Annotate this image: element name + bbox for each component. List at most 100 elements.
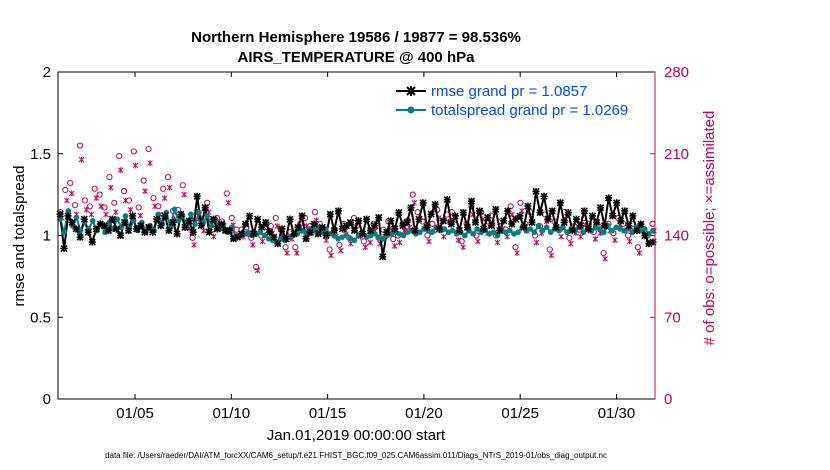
totalspread-point: [531, 229, 538, 236]
obs-assimilated-marker: [568, 240, 574, 247]
rmse-point: [346, 218, 355, 226]
rmse-point: [407, 204, 415, 212]
rmse-point: [185, 217, 193, 225]
obs-assimilated-marker: [98, 203, 104, 210]
rmse-point: [455, 227, 463, 235]
rmse-point: [88, 238, 96, 246]
y-right-tick-label: 210: [664, 146, 689, 163]
rmse-point: [290, 230, 298, 238]
rmse-point: [254, 215, 262, 223]
obs-assimilated-marker: [78, 156, 85, 163]
totalspread-point: [596, 226, 603, 232]
totalspread-point: [73, 214, 80, 221]
obs-assimilated-marker: [328, 252, 334, 259]
obs-possible-marker: [140, 177, 147, 184]
totalspread-point: [400, 232, 407, 239]
rmse-point: [298, 212, 306, 220]
rmse-point: [213, 225, 221, 233]
rmse-point: [161, 212, 169, 220]
rmse-point: [197, 222, 205, 230]
rmse-point: [137, 222, 145, 230]
totalspread-point: [192, 221, 198, 227]
obs-assimilated-marker: [166, 184, 173, 191]
obs-possible-marker: [150, 195, 157, 202]
rmse-point: [326, 210, 334, 218]
rmse-line: [59, 191, 654, 257]
x-tick-label: 01/05: [116, 405, 154, 422]
rmse-point: [399, 222, 407, 230]
obs-possible-marker: [409, 191, 416, 198]
obs-possible-marker: [272, 214, 279, 222]
obs-possible-marker: [360, 238, 367, 245]
rmse-point: [334, 207, 342, 215]
rmse-point: [520, 223, 528, 231]
rmse-point: [584, 225, 593, 233]
rmse-point: [125, 227, 133, 235]
obs-assimilated-marker: [577, 233, 584, 240]
rmse-point: [116, 231, 125, 240]
totalspread-point: [494, 232, 501, 239]
obs-possible-marker: [566, 234, 573, 241]
obs-possible-marker: [130, 148, 137, 155]
totalspread-point: [462, 232, 468, 239]
rmse-point: [447, 220, 455, 228]
totalspread-point: [122, 213, 129, 219]
rmse-point: [419, 199, 427, 207]
obs-assimilated-marker: [181, 191, 188, 198]
rmse-point: [177, 210, 185, 218]
rmse-point: [149, 228, 157, 236]
obs-assimilated-marker: [592, 236, 599, 242]
obs-assimilated-marker: [250, 241, 256, 248]
obs-assimilated-marker: [602, 255, 608, 262]
rmse-point: [528, 218, 536, 226]
totalspread-point: [441, 226, 448, 232]
obs-possible-marker: [600, 249, 607, 257]
obs-possible-marker: [326, 246, 333, 253]
obs-assimilated-marker: [294, 250, 300, 256]
totalspread-point: [188, 211, 194, 218]
totalspread-point: [331, 232, 337, 239]
rmse-point: [92, 225, 100, 233]
rmse-point: [318, 223, 326, 231]
obs-possible-marker: [624, 232, 632, 239]
rmse-point: [84, 228, 92, 236]
rmse-point: [415, 215, 423, 223]
rmse-point: [580, 207, 588, 215]
rmse-point: [552, 223, 560, 231]
rmse-point: [576, 222, 584, 230]
footer-file-path: data file: /Users/raeder/DAI/ATM_forcXX/…: [105, 451, 607, 460]
rmse-point: [286, 215, 294, 223]
rmse-point: [536, 209, 544, 217]
rmse-point: [270, 233, 278, 241]
rmse-point: [250, 230, 258, 238]
rmse-point: [625, 222, 633, 230]
obs-possible-marker: [517, 199, 524, 206]
totalspread-point: [547, 229, 554, 236]
rmse-point: [556, 199, 564, 207]
totalspread-point: [515, 229, 521, 236]
obs-possible-marker: [120, 188, 128, 195]
obs-assimilated-marker: [225, 199, 232, 206]
obs-assimilated-marker: [426, 238, 432, 245]
y-tick-label: 1: [43, 228, 51, 245]
rmse-point: [145, 223, 153, 231]
rmse-point: [367, 227, 375, 235]
rmse-point: [467, 197, 476, 205]
rmse-point: [302, 235, 310, 243]
totalspread-point: [57, 216, 63, 222]
totalspread-point: [527, 226, 534, 232]
totalspread-point: [650, 227, 656, 234]
obs-assimilated-marker: [117, 167, 124, 173]
rmse-point: [443, 195, 451, 204]
obs-possible-marker: [179, 182, 186, 189]
rmse-point: [512, 215, 520, 223]
obs-possible-marker: [223, 190, 230, 197]
rmse-point: [496, 227, 504, 235]
rmse-point: [217, 220, 225, 228]
totalspread-point: [609, 227, 615, 234]
rmse-point: [56, 210, 64, 218]
obs-possible-marker: [96, 191, 103, 198]
obs-assimilated-marker: [259, 238, 266, 245]
rmse-point: [532, 187, 540, 195]
